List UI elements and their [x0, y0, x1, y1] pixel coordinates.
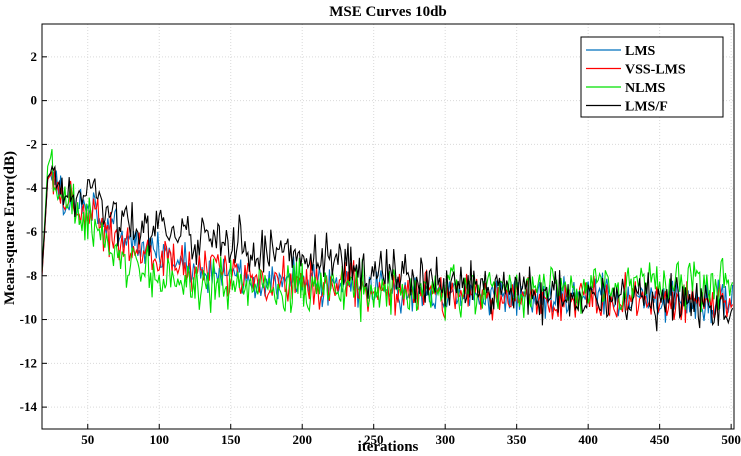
plot-frame: [41, 23, 735, 430]
x-tick-label: 100: [149, 432, 169, 447]
x-tick-label: 350: [507, 432, 527, 447]
y-axis-ticks: 2 0 -2 -4 -6 -8 -10 -12 -14: [20, 49, 47, 414]
y-tick-label: -14: [20, 399, 38, 414]
y-tick-label: 0: [31, 93, 38, 108]
plot-area: [41, 149, 734, 332]
legend-label: LMS: [625, 44, 656, 59]
x-axis-ticks: 50 100 150 200 250 300 350 400 450 500: [81, 424, 741, 447]
x-tick-label: 500: [721, 432, 741, 447]
x-tick-label: 450: [650, 432, 670, 447]
y-axis-label: Mean-square Error(dB): [2, 151, 18, 305]
legend: LMS VSS-LMS NLMS LMS/F: [580, 36, 724, 118]
y-tick-label: -8: [26, 268, 37, 283]
x-tick-label: 400: [578, 432, 598, 447]
series-line-nlms: [41, 149, 734, 323]
y-tick-label: -12: [20, 355, 37, 370]
y-tick-label: -2: [26, 136, 37, 151]
x-tick-label: 300: [435, 432, 455, 447]
chart-title: MSE Curves 10db: [329, 4, 447, 20]
x-tick-label: 200: [292, 432, 312, 447]
y-tick-label: -4: [26, 180, 37, 195]
series-line-lms-f: [41, 164, 734, 332]
x-tick-label: 50: [81, 432, 94, 447]
y-tick-label: 2: [31, 49, 38, 64]
legend-label: NLMS: [625, 81, 666, 96]
y-tick-label: -6: [26, 224, 37, 239]
y-tick-label: -10: [20, 312, 37, 327]
legend-label: VSS-LMS: [625, 63, 686, 78]
x-axis-label: iterations: [358, 439, 419, 455]
x-tick-label: 250: [364, 432, 384, 447]
legend-label: LMS/F: [625, 100, 668, 115]
x-tick-label: 150: [221, 432, 241, 447]
